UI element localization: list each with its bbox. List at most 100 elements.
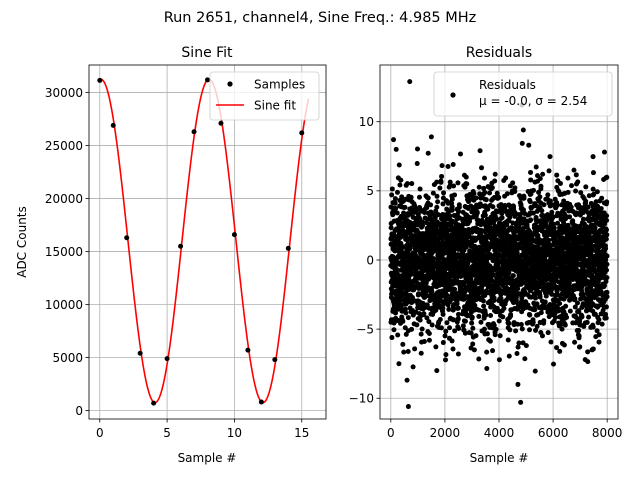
residual-point [603,278,609,284]
residual-point [563,213,569,219]
residual-point [542,299,548,305]
residual-point [424,315,430,321]
residual-point [532,368,538,374]
residual-point [392,196,398,202]
residual-point [482,292,488,298]
residual-point [573,188,579,194]
residual-point [557,300,563,306]
residual-point [449,196,455,202]
residual-point [417,186,423,192]
residual-point [504,191,510,197]
legend-sine-fit-label: Sine fit [254,99,296,113]
residual-point [409,181,415,187]
residual-point [498,297,504,303]
residuals-xtick-label: 2000 [430,426,461,440]
residual-point [403,310,409,316]
residuals-xtick-label: 4000 [484,426,515,440]
residual-point [481,185,487,191]
residual-point [496,318,502,324]
residual-point [572,304,578,310]
residual-point [508,312,514,318]
residual-point [485,206,491,212]
residual-point [601,282,607,288]
residual-point [533,327,539,333]
residual-point [529,235,535,241]
residual-point [585,359,591,365]
residual-point [561,342,567,348]
sample-point [110,122,116,128]
residual-point [604,261,610,267]
legend-samples-label: Samples [254,78,305,92]
residual-point [564,314,570,320]
residual-point [476,313,482,319]
residual-point [397,182,403,188]
residual-point [389,186,395,192]
residual-point [440,311,446,317]
residual-outlier-point [520,127,526,133]
residual-point [603,245,609,251]
residual-point [443,352,449,358]
sample-point [178,243,184,249]
residual-outlier-point [396,361,402,367]
residual-point [519,295,525,301]
residual-point [552,314,558,320]
residual-point [484,349,490,355]
residual-point [538,183,544,189]
residual-point [454,301,460,307]
residual-point [573,172,579,178]
sine-fit-xtick-label: 0 [96,426,104,440]
residual-point [476,356,482,362]
residual-point [537,176,543,182]
sine-fit-ytick-label: 10000 [45,298,83,312]
residual-point [522,356,528,362]
residual-point [528,169,534,175]
residual-point [442,333,448,339]
residual-point [412,346,418,352]
residual-point [596,317,602,323]
residual-point [444,292,450,298]
residual-point [460,323,466,329]
residual-point [531,187,537,193]
residual-point [468,330,474,336]
residual-point [417,317,423,323]
sample-point [97,77,103,83]
residual-point [516,340,522,346]
residual-point [585,349,591,355]
residual-point [604,253,610,259]
residual-point [576,333,582,339]
residual-point [533,164,539,170]
residual-point [397,297,403,303]
residual-point [431,256,437,262]
residual-point [555,220,561,226]
residual-point [449,338,455,344]
residual-point [389,192,395,198]
residual-point [440,305,446,311]
residual-point [419,219,425,225]
residuals-panel: Residuals 0 2000 4000 6000 8000 −10 −5 0 5 10 Sam… [349,45,623,465]
residual-point [428,202,434,208]
residuals-legend-box [433,71,613,117]
residual-point [571,167,577,173]
residual-point [473,333,479,339]
residual-point [498,292,504,297]
residual-point [497,220,503,226]
residual-point [502,203,508,209]
residual-point [426,330,432,336]
residual-point [599,321,605,327]
residual-point [507,214,513,220]
sine-fit-ylabel: ADC Counts [15,206,29,278]
residual-point [604,267,610,273]
residual-point [584,319,590,325]
residual-point [520,340,526,346]
residual-point [514,350,520,356]
residual-point [523,343,529,349]
residual-point [583,198,589,204]
sine-fit-xtick-label: 15 [294,426,309,440]
residual-point [452,328,458,334]
residual-point [521,195,527,201]
residual-point [551,361,557,367]
residual-point [492,178,498,184]
residual-point [590,170,596,176]
residual-point [547,198,553,204]
residual-point [456,326,462,332]
